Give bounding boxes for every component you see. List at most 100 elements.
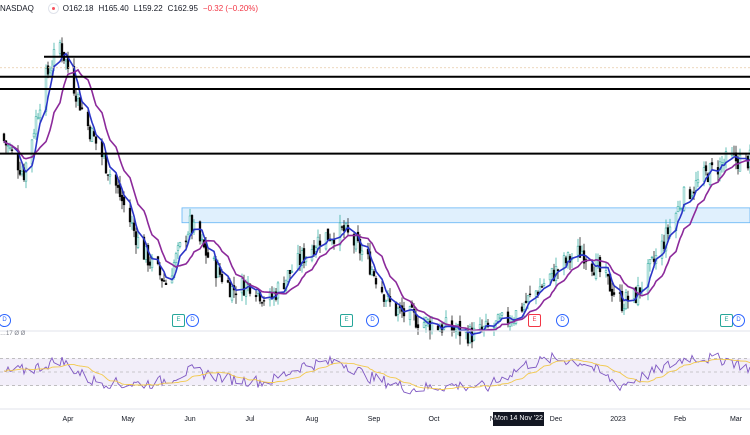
dividend-event-icon[interactable]: D: [732, 314, 745, 327]
candle-body: [16, 153, 20, 171]
candle-body: [198, 221, 202, 242]
candle-body: [372, 271, 376, 276]
candle-body: [164, 282, 168, 286]
candle-body: [682, 186, 686, 211]
earnings-event-icon[interactable]: E: [172, 314, 185, 327]
candle-body: [108, 173, 112, 177]
candle-body: [136, 237, 140, 248]
candle-body: [94, 136, 98, 144]
rsi-line: [3, 351, 750, 395]
dividend-event-icon[interactable]: D: [0, 314, 11, 327]
candle-body: [694, 180, 698, 191]
dividend-event-icon[interactable]: D: [186, 314, 199, 327]
candle-body: [344, 223, 348, 229]
candle-body: [86, 111, 90, 127]
candle-body: [314, 247, 318, 252]
candle-body: [666, 227, 670, 234]
x-tick-label: Nov: [489, 416, 503, 423]
x-tick-label: Mar: [729, 416, 743, 423]
candle-body: [242, 280, 246, 296]
candle-body: [74, 95, 78, 102]
candle-body: [102, 155, 106, 157]
candle-body: [478, 324, 482, 329]
candle-body: [664, 227, 668, 252]
x-tick-label: Apr: [62, 416, 74, 423]
candle-body: [90, 127, 94, 143]
candle-body: [396, 308, 400, 315]
candle-body: [500, 312, 504, 316]
candle-body: [556, 269, 560, 271]
indicator-label[interactable]: …17 Ø Ø: [0, 331, 26, 337]
candle-body: [206, 252, 210, 258]
candle-body: [540, 286, 544, 288]
candle-body: [64, 59, 68, 62]
candle-body: [380, 286, 384, 293]
candle-body: [340, 226, 344, 228]
candle-body: [216, 264, 220, 278]
candle-body: [436, 325, 440, 331]
market-status-icon[interactable]: [47, 2, 59, 14]
candle-body: [522, 304, 526, 310]
rsi-ma-line: [3, 358, 750, 390]
symbol-exchange: NASDAQ: [0, 3, 34, 13]
candle-body: [354, 235, 358, 250]
candle-body: [702, 167, 706, 182]
candle-body: [650, 256, 654, 259]
candle-body: [422, 322, 426, 328]
earnings-event-icon[interactable]: E: [528, 314, 541, 327]
candle-body: [212, 257, 216, 260]
candle-body: [178, 242, 182, 247]
candle-body: [76, 93, 80, 99]
symbol-header: NASDAQ O162.18 H165.40 L159.22 C162.95 −…: [0, 0, 258, 16]
change-value: −0.32 (−0.20%): [202, 3, 259, 13]
candle-body: [302, 248, 306, 264]
candle-body: [32, 132, 36, 138]
candle-body: [160, 278, 164, 282]
candle-body: [426, 319, 430, 322]
candle-body: [132, 222, 136, 231]
x-tick-label: Jul: [245, 416, 255, 423]
candle-body: [324, 232, 328, 250]
candle-body: [130, 222, 134, 224]
candle-body: [520, 306, 524, 312]
candle-body: [80, 107, 84, 109]
candle-body: [286, 270, 290, 282]
candle-body: [36, 116, 40, 120]
candle-body: [240, 278, 244, 294]
candle-body: [594, 259, 598, 279]
dividend-event-icon[interactable]: D: [366, 314, 379, 327]
candle-body: [534, 290, 538, 297]
candle-body: [318, 240, 322, 246]
candle-body: [184, 240, 188, 243]
candle-body: [638, 287, 642, 293]
candle-body: [290, 271, 294, 273]
candle-body: [226, 280, 230, 283]
candle-body: [678, 207, 682, 210]
candle-body: [92, 131, 96, 137]
candle-body: [254, 295, 258, 298]
candle-body: [310, 249, 314, 261]
candle-body: [690, 195, 694, 197]
earnings-event-icon[interactable]: E: [340, 314, 353, 327]
candle-body: [710, 162, 714, 166]
candle-body: [610, 288, 614, 296]
candle-body: [234, 293, 238, 296]
candle-body: [214, 258, 218, 279]
x-tick-label: Oct: [428, 416, 440, 423]
candle-body: [276, 282, 280, 299]
candle-body: [564, 257, 568, 264]
candle-body: [676, 206, 680, 212]
candle-body: [122, 196, 126, 206]
candle-body: [146, 244, 150, 266]
candle-body: [370, 269, 374, 276]
candle-body: [620, 290, 624, 311]
candle-body: [2, 133, 6, 142]
x-tick-label: Dec: [549, 416, 563, 423]
candle-body: [492, 326, 496, 329]
candle-body: [296, 253, 300, 270]
candle-body: [526, 295, 530, 302]
candle-body: [200, 238, 204, 241]
dividend-event-icon[interactable]: D: [556, 314, 569, 327]
low-value: L159.22: [133, 3, 163, 13]
